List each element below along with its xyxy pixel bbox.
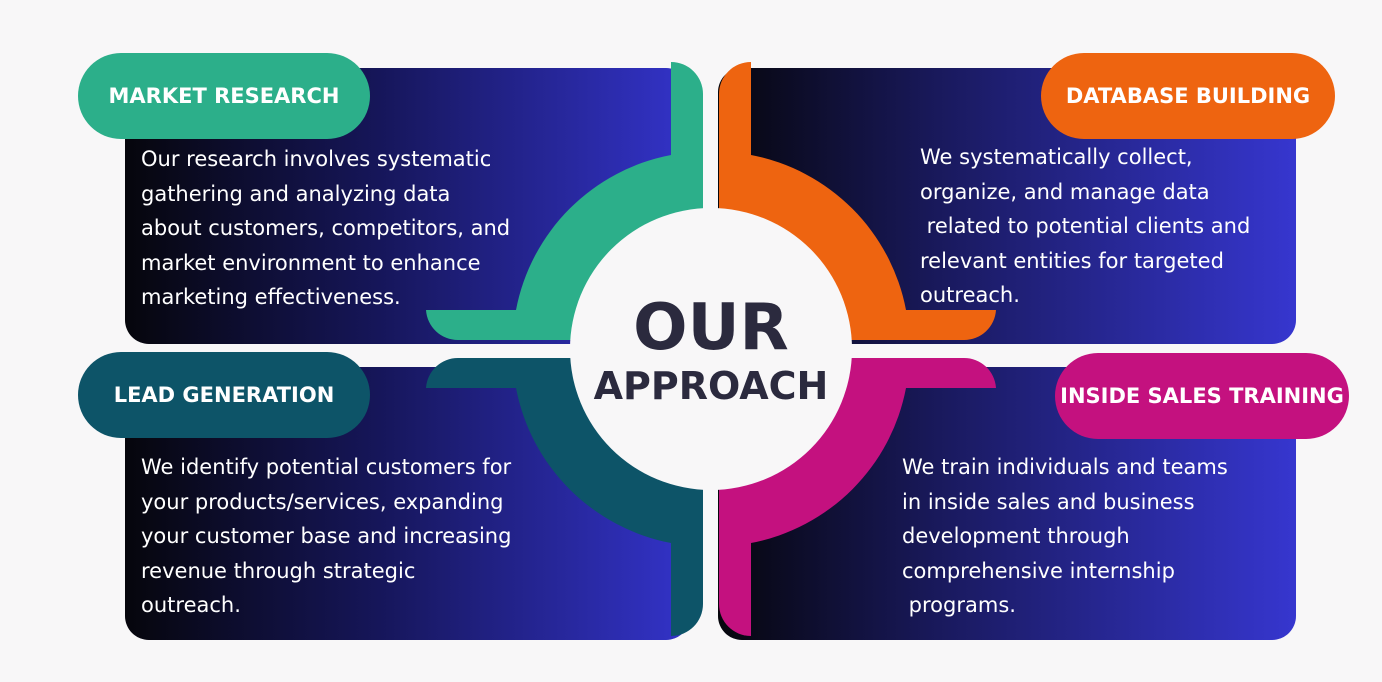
title-approach: APPROACH xyxy=(593,364,829,408)
database-building-description: We systematically collect, organize, and… xyxy=(920,145,1251,307)
title-our: OUR xyxy=(633,291,789,365)
inside-sales-training-description: We train individuals and teams in inside… xyxy=(902,455,1228,617)
lead-generation-description: We identify potential customers for your… xyxy=(141,455,512,617)
market-research-label: MARKET RESEARCH xyxy=(78,53,370,139)
inside-sales-training-label: INSIDE SALES TRAINING xyxy=(1055,353,1349,439)
center-circle xyxy=(570,208,852,490)
lead-generation-label: LEAD GENERATION xyxy=(78,352,370,438)
database-building-label: DATABASE BUILDING xyxy=(1041,53,1335,139)
market-research-description: Our research involves systematic gatheri… xyxy=(141,147,511,309)
